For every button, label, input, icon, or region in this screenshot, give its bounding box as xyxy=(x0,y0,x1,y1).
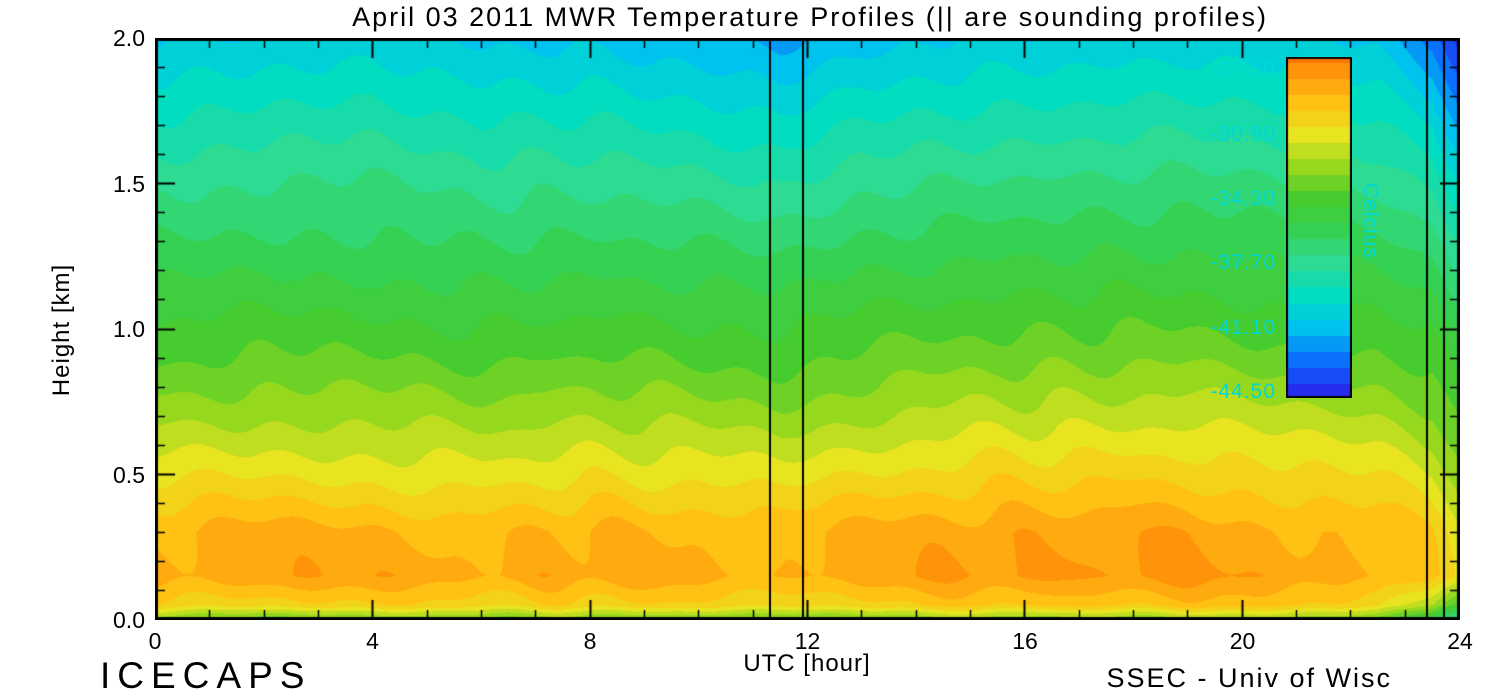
x-tick-label: 0 xyxy=(148,628,162,654)
y-axis-label: Height [km] xyxy=(48,263,75,397)
project-label-icecaps: ICECAPS xyxy=(100,655,312,696)
x-axis-label: UTC [hour] xyxy=(743,650,871,677)
y-tick-label: 0.5 xyxy=(113,461,145,488)
colorbar-units-label: Celcius xyxy=(1359,182,1382,259)
colorbar-tick-label: -41.10 xyxy=(1210,315,1276,339)
x-tick-label: 8 xyxy=(583,628,597,654)
x-tick-label: 24 xyxy=(1447,628,1473,654)
credit-label-ssec: SSEC - Univ of Wisc xyxy=(1106,663,1392,693)
y-tick-label: 0.0 xyxy=(113,607,145,633)
x-tick-label: 4 xyxy=(366,628,379,654)
temperature-contour-canvas xyxy=(155,38,1460,620)
colorbar-tick-label: -30.90 xyxy=(1210,122,1276,146)
colorbar-tick-label: -27.50 xyxy=(1210,58,1276,82)
y-tick-label: 1.5 xyxy=(113,170,145,197)
x-tick-label: 16 xyxy=(1012,628,1038,654)
chart-title: April 03 2011 MWR Temperature Profiles (… xyxy=(352,2,1268,32)
x-tick-label: 20 xyxy=(1229,628,1256,654)
colorbar-tick-label: -44.50 xyxy=(1210,380,1276,404)
y-tick-label: 2.0 xyxy=(113,25,145,51)
colorbar-tick-label: -37.70 xyxy=(1210,251,1276,275)
x-tick-label: 12 xyxy=(794,628,821,654)
colorbar-canvas xyxy=(1286,57,1352,398)
y-tick-label: 1.0 xyxy=(113,316,145,342)
colorbar-tick-label: -34.30 xyxy=(1210,187,1276,211)
plot-area xyxy=(155,38,1460,620)
